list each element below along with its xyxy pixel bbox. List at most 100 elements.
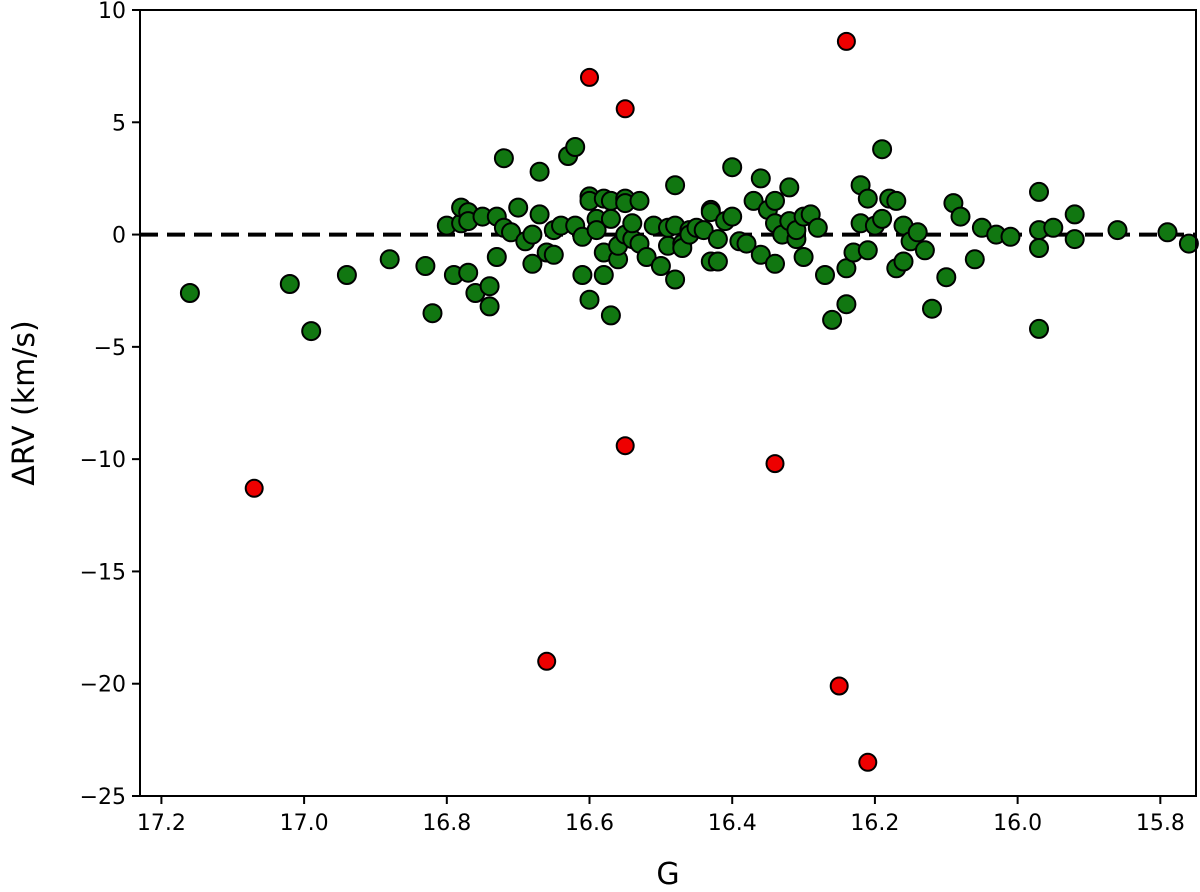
- y-tick-label: −10: [80, 448, 126, 473]
- inlier-point: [665, 175, 686, 196]
- inlier-point: [529, 161, 550, 182]
- inlier-point: [765, 253, 785, 274]
- inlier-point: [1029, 318, 1049, 339]
- inlier-point: [907, 222, 928, 243]
- inlier-point: [893, 251, 914, 272]
- outlier-point: [836, 31, 856, 51]
- y-tick-label: 0: [112, 224, 126, 249]
- outlier-point: [537, 651, 557, 671]
- x-tick-label: 15.8: [1136, 811, 1185, 836]
- inlier-point: [1107, 220, 1128, 241]
- inlier-point: [914, 240, 935, 261]
- inlier-point: [636, 247, 657, 267]
- inlier-point: [1029, 181, 1049, 202]
- inlier-point: [815, 265, 835, 285]
- y-tick-label: 5: [112, 111, 126, 136]
- inlier-point: [1029, 238, 1049, 258]
- x-axis-label: G: [656, 857, 679, 892]
- inlier-point: [1064, 229, 1085, 250]
- inlier-point: [736, 233, 757, 254]
- inlier-point: [857, 240, 878, 261]
- x-tick-label: 17.2: [137, 811, 186, 836]
- inlier-point: [522, 224, 543, 245]
- outlier-point: [615, 436, 635, 456]
- inlier-point: [508, 197, 529, 218]
- inlier-point: [779, 177, 800, 198]
- inlier-point: [722, 157, 743, 178]
- inlier-point: [600, 208, 621, 229]
- inlier-point: [822, 309, 843, 330]
- inlier-point: [872, 139, 893, 160]
- inlier-point: [665, 269, 686, 290]
- inlier-point: [707, 229, 728, 250]
- inlier-point: [593, 265, 614, 285]
- inlier-point: [565, 137, 586, 157]
- inlier-point: [479, 296, 500, 317]
- inlier-point: [622, 213, 643, 234]
- inlier-point: [415, 256, 436, 276]
- inlier-point: [579, 289, 600, 310]
- inlier-point: [693, 220, 714, 241]
- inlier-point: [964, 249, 985, 270]
- inlier-point: [793, 247, 814, 267]
- inlier-point: [1043, 217, 1064, 238]
- inlier-point: [422, 303, 443, 324]
- inlier-point: [629, 190, 650, 211]
- inlier-point: [857, 188, 878, 209]
- inlier-point: [379, 249, 400, 270]
- inlier-point: [765, 190, 785, 211]
- inlier-point: [650, 256, 671, 276]
- x-tick-label: 16.8: [422, 811, 471, 836]
- inlier-point: [501, 222, 521, 243]
- inlier-point: [301, 321, 322, 342]
- plot-frame: [139, 9, 1197, 797]
- inlier-point: [179, 283, 200, 303]
- inlier-point: [336, 265, 357, 285]
- inlier-point: [572, 265, 593, 285]
- inlier-point: [922, 298, 942, 319]
- inlier-point: [743, 190, 764, 211]
- outlier-point: [765, 454, 785, 474]
- x-tick-label: 16.6: [565, 811, 614, 836]
- outlier-point: [858, 752, 878, 772]
- inlier-point: [1178, 233, 1199, 254]
- y-axis-label: ΔRV (km/s): [7, 320, 42, 486]
- y-tick-label: 10: [98, 0, 126, 24]
- inlier-point: [586, 220, 607, 241]
- inlier-point: [807, 217, 828, 238]
- outlier-point: [615, 99, 635, 119]
- inlier-point: [836, 294, 857, 315]
- inlier-point: [936, 267, 957, 288]
- x-tick-label: 16.0: [993, 811, 1042, 836]
- inlier-point: [707, 251, 728, 272]
- inlier-point: [279, 274, 300, 294]
- inlier-point: [886, 190, 907, 211]
- inlier-point: [700, 202, 721, 223]
- inlier-point: [458, 262, 479, 283]
- inlier-point: [600, 305, 621, 326]
- inlier-point: [522, 253, 543, 274]
- inlier-point: [486, 247, 507, 267]
- inlier-point: [950, 206, 971, 227]
- inlier-point: [750, 168, 771, 189]
- inlier-point: [543, 244, 564, 265]
- inlier-point: [750, 244, 771, 265]
- outlier-point: [580, 67, 599, 87]
- y-tick-label: −25: [80, 785, 126, 810]
- inlier-point: [1000, 226, 1021, 247]
- x-tick-label: 16.4: [708, 811, 757, 836]
- inlier-point: [479, 276, 500, 297]
- y-tick-label: −5: [94, 336, 126, 361]
- inlier-point: [493, 148, 514, 169]
- outlier-point: [244, 478, 264, 498]
- x-axis: 17.2 17.0 16.8 16.6 16.4 16.2 16.0 15.8: [137, 796, 1185, 836]
- y-tick-label: −20: [80, 673, 126, 698]
- y-axis: 10 5 0 −5 −10 −15 −20 −25: [80, 0, 140, 810]
- plot-marks: [140, 31, 1199, 772]
- x-tick-label: 16.2: [850, 811, 899, 836]
- inlier-point: [1157, 222, 1178, 243]
- inlier-point: [1064, 204, 1085, 225]
- inlier-point: [722, 206, 743, 227]
- inlier-point: [529, 204, 550, 225]
